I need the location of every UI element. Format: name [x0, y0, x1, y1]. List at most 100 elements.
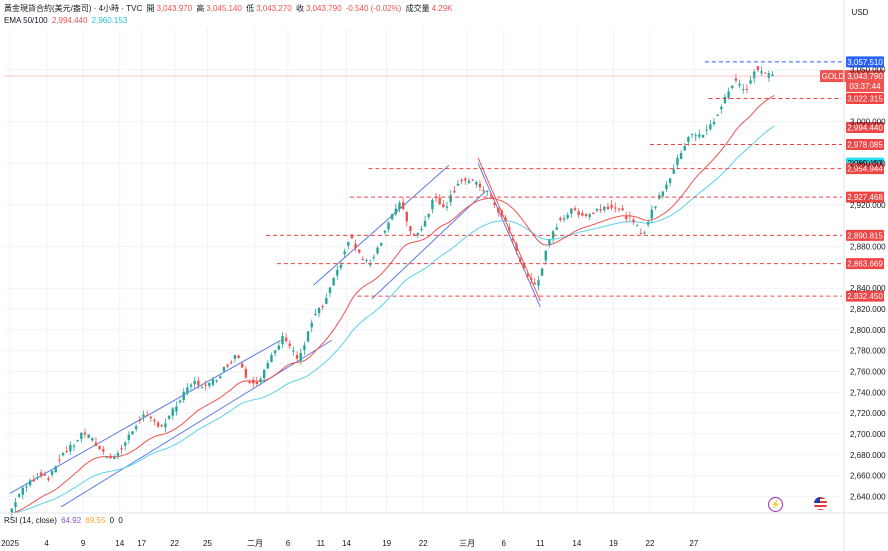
candle: [533, 277, 536, 285]
candle: [182, 388, 185, 403]
candle: [734, 73, 738, 84]
y-tick-label: 2,740.000: [850, 388, 886, 397]
candle-body: [500, 210, 504, 216]
candle-body: [189, 384, 193, 387]
candle: [197, 376, 200, 389]
candle-body: [336, 269, 339, 276]
symbol-tag-label: GOLD: [822, 72, 845, 81]
candle: [742, 84, 745, 94]
candle-body: [559, 218, 562, 221]
level-tag-bg: [846, 191, 884, 203]
candle-body: [537, 280, 540, 286]
level-tag: 2,832.450: [846, 290, 884, 302]
candle: [529, 272, 533, 284]
candle: [328, 286, 332, 298]
candle: [540, 267, 544, 277]
candle: [401, 197, 405, 211]
candle-body: [14, 502, 17, 508]
candle: [584, 212, 588, 218]
candle: [643, 230, 646, 235]
candle: [405, 211, 408, 227]
candle-body: [518, 258, 522, 262]
candle: [109, 453, 112, 459]
candle-body: [409, 226, 412, 232]
candle: [380, 242, 383, 247]
candle-body: [636, 225, 639, 227]
candle: [679, 149, 683, 160]
candle-body: [343, 251, 346, 255]
candle-body: [701, 134, 705, 138]
candle: [17, 493, 21, 499]
candle-body: [734, 78, 738, 81]
candle: [127, 431, 131, 444]
candle-body: [197, 380, 200, 386]
rsi-value-1: 64.92: [61, 516, 82, 525]
candle: [489, 192, 493, 200]
candle-body: [178, 400, 182, 403]
candle: [449, 190, 452, 206]
candle: [113, 454, 116, 460]
candle: [438, 193, 441, 205]
candle-body: [354, 243, 357, 249]
candle: [270, 352, 273, 363]
volume-value: 4.29K: [431, 4, 453, 13]
currency-button[interactable]: USD: [851, 7, 869, 17]
candle: [442, 200, 445, 209]
level-tag: 2,954.944: [846, 163, 884, 175]
x-tick-label: 2025: [1, 539, 19, 548]
symbol-title[interactable]: 黃金現貨合約(美元/盎司) · 4小時 · TVC: [4, 4, 143, 13]
candle-body: [738, 83, 741, 86]
y-tick-label: 2,720.000: [850, 409, 886, 418]
us-flag-icon[interactable]: [814, 497, 827, 510]
candle: [193, 376, 196, 389]
x-tick-label: 二月: [247, 539, 263, 548]
candle-body: [39, 472, 43, 477]
candle: [526, 272, 529, 280]
level-tag-bg: [846, 92, 884, 104]
candle-body: [171, 408, 174, 416]
candle-body: [431, 199, 434, 210]
x-tick-label: 三月: [459, 539, 475, 548]
candle-body: [105, 456, 109, 458]
candle: [420, 225, 423, 232]
candle-body: [299, 353, 302, 361]
candle-body: [255, 381, 259, 384]
x-tick-label: 25: [203, 539, 212, 548]
candle: [156, 420, 160, 429]
candle-body: [712, 121, 716, 124]
y-tick-label: 2,960.000: [850, 159, 886, 168]
candle-body: [756, 66, 760, 70]
candle-body: [606, 206, 610, 210]
candle: [690, 133, 694, 139]
level-tag-label: 2,954.944: [847, 165, 883, 174]
candle: [14, 497, 17, 512]
candle: [570, 208, 573, 218]
candle-body: [314, 313, 317, 315]
candle-body: [156, 422, 160, 427]
x-tick-label: 9: [81, 539, 86, 548]
candle-body: [456, 183, 460, 186]
candle: [200, 384, 204, 389]
lightning-icon[interactable]: ⚡: [768, 497, 783, 512]
level-tag: 2,978.085: [846, 138, 884, 150]
ema-label: EMA 50/100: [4, 16, 48, 25]
candle-body: [113, 457, 116, 459]
candle-body: [310, 322, 313, 328]
candle-body: [131, 431, 134, 435]
candle-body: [120, 448, 123, 450]
candle-body: [628, 215, 632, 217]
candle: [65, 445, 68, 454]
level-tag-bg: [846, 121, 884, 133]
candle-body: [760, 71, 763, 73]
candle: [358, 249, 361, 254]
y-tick-label: 2,640.000: [850, 492, 886, 501]
candle: [102, 446, 105, 455]
candle-body: [127, 434, 131, 441]
ema-legend[interactable]: EMA 50/100 2,994.440 2,960.153: [4, 16, 129, 25]
trend-channel-line: [313, 165, 450, 286]
candle-body: [449, 195, 452, 203]
rsi-legend[interactable]: RSI (14, close) 64.92 69.55 0 0: [4, 516, 125, 525]
candle: [332, 277, 335, 286]
candle-body: [83, 432, 87, 435]
